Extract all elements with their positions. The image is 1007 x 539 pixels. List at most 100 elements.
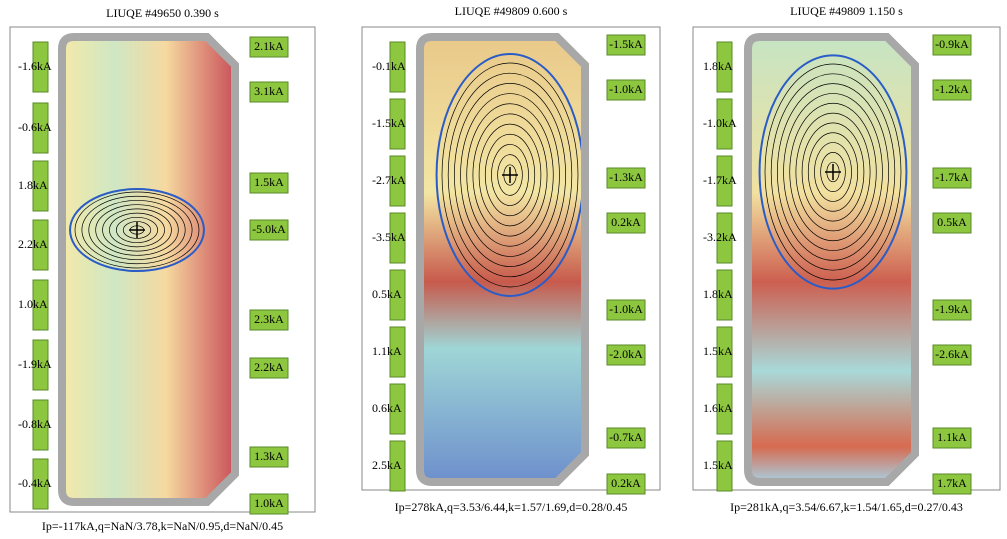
- flux-contour: [81, 195, 193, 265]
- flux-contour: [814, 142, 852, 202]
- flux-contour: [777, 83, 889, 261]
- panel-footer: Ip=-117kA,q=NaN/3.78,k=NaN/0.95,d=NaN/0.…: [42, 519, 283, 533]
- left-coil: [716, 440, 733, 492]
- flux-contour: [789, 102, 877, 242]
- left-coil: [389, 212, 406, 264]
- left-coil-label: 0.6kA: [372, 401, 402, 415]
- right-coil: [606, 34, 646, 56]
- flux-contour: [454, 83, 566, 267]
- right-coil-label: 0.2kA: [611, 215, 641, 229]
- right-coil-label: 2.1kA: [254, 39, 284, 53]
- flux-map: [420, 37, 585, 482]
- left-coil: [716, 326, 733, 378]
- right-coil-label: 1.3kA: [254, 449, 284, 463]
- panel: -0.1kA -1.5kA -2.7kA -3.5kA 0.5kA 1.1kA 0.6kA 2…: [361, 4, 661, 514]
- flux-contour: [460, 93, 560, 257]
- flux-contour: [770, 73, 896, 271]
- left-coil: [389, 383, 406, 435]
- right-coil-label: -0.9kA: [935, 37, 969, 51]
- flux-contour: [807, 132, 859, 212]
- right-coil: [932, 427, 972, 449]
- left-coil-label: 1.6kA: [703, 401, 733, 415]
- crosshair: [502, 167, 518, 183]
- left-coil: [389, 440, 406, 492]
- right-coil-label: 2.2kA: [254, 360, 284, 374]
- right-coil: [932, 299, 972, 321]
- flux-contour: [497, 154, 523, 196]
- left-coil: [32, 339, 49, 391]
- left-coil-label: -0.1kA: [372, 59, 406, 73]
- right-coil: [932, 79, 972, 101]
- right-coil-label: 1.0kA: [254, 496, 284, 510]
- left-coil-label: -0.8kA: [18, 417, 52, 431]
- right-coil: [932, 167, 972, 189]
- left-coil: [32, 41, 49, 93]
- right-coil-label: -1.7kA: [935, 170, 969, 184]
- left-coil-label: 1.8kA: [18, 178, 48, 192]
- right-coil-label: -1.0kA: [609, 302, 643, 316]
- flux-contour: [801, 122, 865, 222]
- right-coil-label: 1.5kA: [254, 175, 284, 189]
- right-coil: [249, 309, 289, 331]
- left-coil-label: 2.2kA: [18, 237, 48, 251]
- flux-contour: [447, 72, 573, 278]
- flux-contour: [102, 208, 172, 252]
- right-coil: [606, 212, 646, 234]
- right-coil-label: -1.0kA: [609, 82, 643, 96]
- right-coil: [249, 81, 289, 103]
- left-coil: [32, 458, 49, 510]
- left-coil-label: -0.4kA: [18, 476, 52, 490]
- left-coil: [716, 98, 733, 150]
- panel: 1.8kA -1.0kA -1.7kA -3.2kA 1.8kA 1.5kA 1.6kA 1.…: [692, 4, 1001, 514]
- right-coil-label: 2.3kA: [254, 312, 284, 326]
- flux-contour: [74, 191, 200, 269]
- left-coil-label: 2.5kA: [372, 458, 402, 472]
- flux-contour: [478, 123, 542, 227]
- panel-footer: Ip=278kA,q=3.53/6.44,k=1.57/1.69,d=0.28/…: [395, 500, 628, 514]
- right-coil: [606, 344, 646, 366]
- panel-title: LIUQE #49809 0.600 s: [455, 4, 568, 18]
- separatrix: [758, 54, 908, 290]
- crosshair: [825, 164, 841, 180]
- left-coil: [389, 155, 406, 207]
- left-coil-label: -3.2kA: [703, 230, 737, 244]
- crosshair: [129, 222, 145, 238]
- right-coil-label: -0.7kA: [609, 430, 643, 444]
- left-coil-label: 0.5kA: [372, 287, 402, 301]
- flux-contour: [764, 63, 902, 281]
- left-coil-label: -1.5kA: [372, 116, 406, 130]
- left-coil-label: 1.5kA: [703, 344, 733, 358]
- flux-contour: [795, 112, 871, 232]
- right-coil: [249, 172, 289, 194]
- right-coil: [606, 167, 646, 189]
- flux-contour: [484, 133, 536, 217]
- panel: -1.6kA -0.6kA 1.8kA 2.2kA 1.0kA -1.9kA -0.8kA -…: [9, 6, 316, 533]
- flux-contour: [441, 62, 579, 288]
- left-coil: [716, 41, 733, 93]
- left-coil-label: 1.5kA: [703, 458, 733, 472]
- left-coil: [716, 155, 733, 207]
- right-coil: [249, 446, 289, 468]
- flux-contour: [88, 200, 186, 260]
- flux-contour: [466, 103, 554, 247]
- left-coil: [716, 383, 733, 435]
- panel-title: LIUQE #49650 0.390 s: [106, 6, 219, 20]
- right-coil-label: -2.0kA: [609, 347, 643, 361]
- panel-title: LIUQE #49809 1.150 s: [790, 4, 903, 18]
- left-coil-label: -2.7kA: [372, 173, 406, 187]
- flux-contour: [95, 204, 179, 256]
- right-coil-label: -2.6kA: [935, 347, 969, 361]
- flux-contour: [122, 221, 152, 239]
- right-coil: [606, 299, 646, 321]
- left-coil-label: -1.9kA: [18, 357, 52, 371]
- left-coil-label: -1.7kA: [703, 173, 737, 187]
- right-coil: [249, 357, 289, 379]
- separatrix: [69, 187, 205, 273]
- left-coil-label: -1.0kA: [703, 116, 737, 130]
- left-coil: [389, 41, 406, 93]
- flux-contour: [820, 152, 846, 192]
- right-coil-label: -1.9kA: [935, 302, 969, 316]
- right-coil: [932, 212, 972, 234]
- flux-contour: [109, 212, 165, 248]
- panel-footer: Ip=281kA,q=3.54/6.67,k=1.54/1.65,d=0.27/…: [730, 500, 963, 514]
